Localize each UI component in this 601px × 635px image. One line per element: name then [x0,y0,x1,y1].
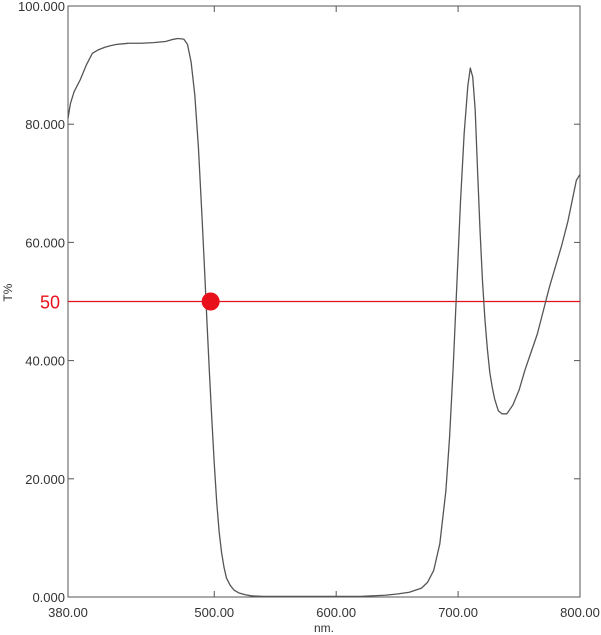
y-tick-label-100: 100.000 [18,0,65,14]
y-axis: 0.000 20.000 40.000 60.000 80.000 100.000 [18,0,580,605]
x-tick-label-500: 500.00 [194,605,234,620]
x-tick-label-600: 600.00 [316,605,356,620]
y-tick-label-20: 20.000 [25,472,65,487]
x-tick-label-380: 380.00 [48,605,88,620]
y-axis-title: T% [1,283,15,301]
crossing-marker [201,292,220,311]
series-line-transmittance [67,37,581,598]
reference-line-group: 50 [40,293,580,313]
y-tick-label-40: 40.000 [25,354,65,369]
y-tick-label-60: 60.000 [25,235,65,250]
x-axis-title: nm. [314,621,334,635]
x-tick-label-700: 700.00 [438,605,478,620]
y-tick-label-0: 0.000 [32,590,65,605]
series-group [67,37,581,598]
x-tick-label-800: 800.00 [560,605,600,620]
reference-label-50: 50 [40,293,60,313]
y-tick-label-80: 80.000 [25,117,65,132]
x-axis: 380.00 500.00 600.00 700.00 800.00 [48,6,600,620]
